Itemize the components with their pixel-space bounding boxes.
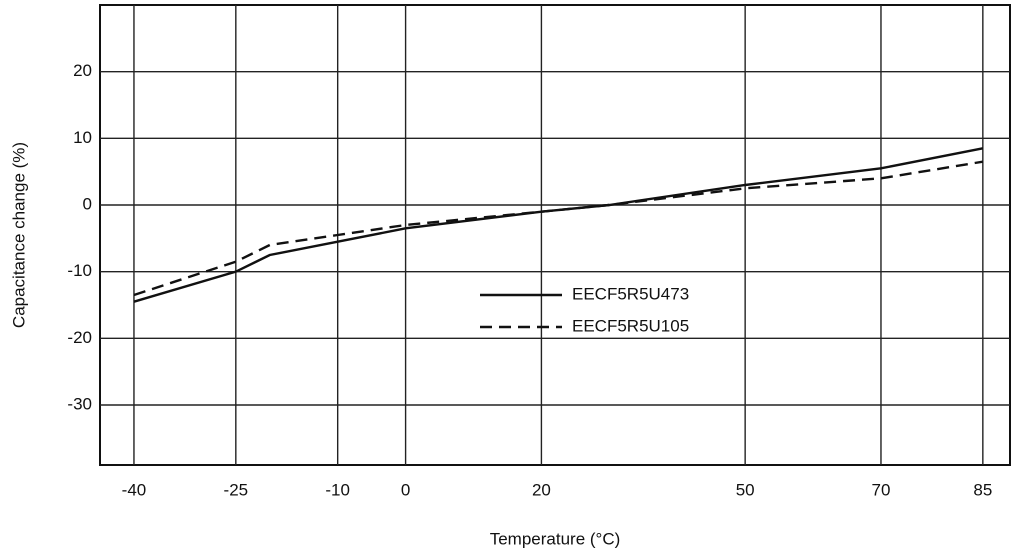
series-line (133, 160, 984, 297)
series-line (133, 147, 984, 303)
x-tick-label: -25 (224, 480, 249, 499)
legend-label: EECF5R5U105 (572, 316, 689, 335)
x-tick-label: 50 (736, 480, 755, 499)
y-tick-label: 10 (73, 128, 92, 147)
x-tick-label: 70 (872, 480, 891, 499)
x-tick-label: 0 (401, 480, 410, 499)
y-tick-label: -20 (67, 328, 92, 347)
x-tick-label: 20 (532, 480, 551, 499)
plot-frame (99, 4, 1011, 466)
y-axis-label: Capacitance change (%) (9, 142, 28, 328)
x-axis-label: Temperature (°C) (490, 529, 621, 548)
y-tick-label: -10 (67, 261, 92, 280)
y-tick-label: 20 (73, 61, 92, 80)
x-tick-label: -40 (122, 480, 147, 499)
x-tick-label: 85 (973, 480, 992, 499)
y-tick-label: -30 (67, 394, 92, 413)
legend-label: EECF5R5U473 (572, 284, 689, 303)
x-tick-label: -10 (325, 480, 350, 499)
y-tick-label: 0 (83, 194, 92, 213)
